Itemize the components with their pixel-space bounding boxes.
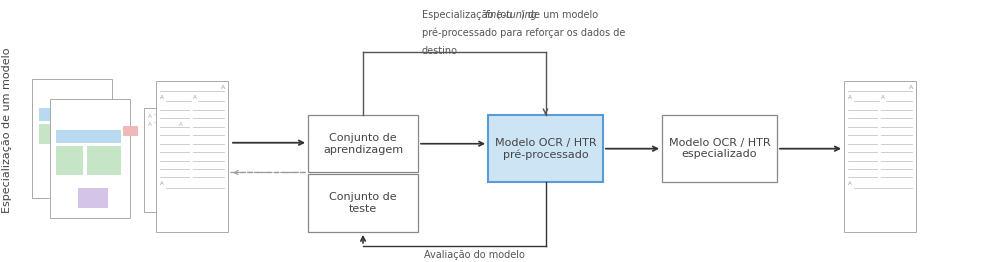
Bar	[39, 124, 65, 144]
Bar	[308, 174, 418, 232]
Bar	[123, 126, 138, 136]
Bar	[156, 81, 228, 232]
Bar	[662, 115, 777, 182]
Text: A: A	[148, 114, 152, 119]
Bar	[144, 108, 214, 212]
Bar	[78, 188, 108, 208]
Text: A: A	[193, 95, 197, 100]
Bar	[50, 99, 130, 218]
Text: A: A	[881, 95, 885, 100]
Bar	[488, 115, 603, 182]
Text: Avaliação do modelo: Avaliação do modelo	[424, 250, 525, 260]
Text: A: A	[160, 95, 164, 100]
Text: A: A	[160, 181, 164, 186]
Text: A: A	[848, 95, 852, 100]
Text: pré-processado para reforçar os dados de: pré-processado para reforçar os dados de	[422, 28, 625, 38]
Bar	[87, 146, 121, 176]
Bar	[68, 124, 103, 144]
Bar	[32, 79, 112, 198]
Text: A: A	[179, 122, 183, 127]
Bar	[844, 81, 916, 232]
Text: Especialização de um modelo: Especialização de um modelo	[2, 47, 12, 212]
Bar	[56, 130, 121, 143]
Text: Conjunto de
aprendizagem: Conjunto de aprendizagem	[323, 133, 403, 155]
Text: Modelo OCR / HTR
pré-processado: Modelo OCR / HTR pré-processado	[495, 138, 596, 160]
Text: A: A	[148, 122, 152, 127]
Bar	[56, 146, 83, 176]
Text: A: A	[221, 85, 225, 90]
Bar	[308, 115, 418, 172]
Text: fine-tuning: fine-tuning	[485, 10, 538, 20]
Bar	[39, 108, 103, 121]
Text: A: A	[909, 85, 913, 90]
Text: Modelo OCR / HTR
especializado: Modelo OCR / HTR especializado	[669, 138, 770, 160]
Text: destino: destino	[422, 46, 458, 56]
Text: Conjunto de
teste: Conjunto de teste	[329, 192, 397, 214]
Text: Especialização (ou: Especialização (ou	[422, 10, 516, 20]
Text: ) de um modelo: ) de um modelo	[521, 10, 598, 20]
Text: A: A	[848, 181, 852, 186]
